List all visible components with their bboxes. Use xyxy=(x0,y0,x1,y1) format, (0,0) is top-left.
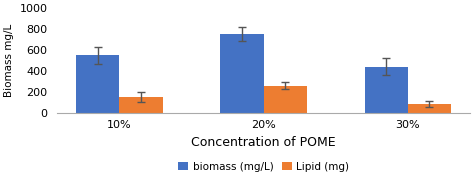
Bar xyxy=(408,104,451,113)
X-axis label: Concentration of POME: Concentration of POME xyxy=(191,136,336,149)
Y-axis label: Biomass mg/L: Biomass mg/L xyxy=(4,24,14,97)
Bar xyxy=(365,67,408,113)
Bar xyxy=(119,97,163,113)
Bar xyxy=(220,34,264,113)
Bar xyxy=(76,55,119,113)
Legend: biomass (mg/L), Lipid (mg): biomass (mg/L), Lipid (mg) xyxy=(174,158,354,176)
Bar xyxy=(264,86,307,113)
